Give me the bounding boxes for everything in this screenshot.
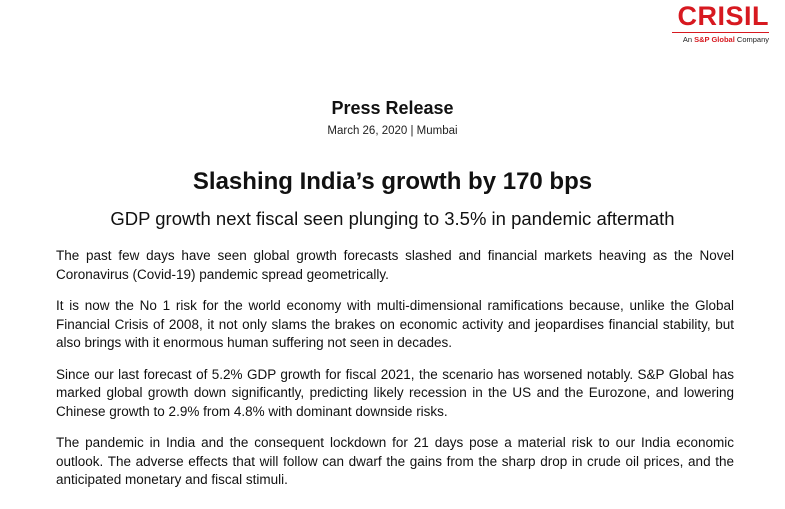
body-paragraph: The pandemic in India and the consequent…	[56, 435, 734, 487]
press-release-label: Press Release	[331, 98, 454, 118]
subheadline: GDP growth next fiscal seen plunging to …	[110, 208, 675, 229]
dateline: March 26, 2020 | Mumbai	[327, 125, 458, 137]
logo-tagline-suffix: Company	[734, 35, 769, 44]
logo-divider	[672, 32, 769, 33]
logo-tagline-prefix: An	[682, 35, 695, 44]
logo-tagline: An S&P Global Company	[672, 35, 769, 44]
body-paragraph: The past few days have seen global growt…	[56, 248, 734, 282]
body-paragraph: Since our last forecast of 5.2% GDP grow…	[56, 366, 734, 419]
body-paragraph: It is now the No 1 risk for the world ec…	[56, 298, 734, 350]
logo-tagline-brand: S&P Global	[694, 35, 735, 44]
article-body: The past few days have seen global growt…	[56, 247, 734, 503]
logo-wordmark: CRISIL	[677, 1, 769, 31]
crisil-logo: CRISIL An S&P Global Company	[672, 2, 769, 44]
headline: Slashing India’s growth by 170 bps	[192, 168, 593, 195]
